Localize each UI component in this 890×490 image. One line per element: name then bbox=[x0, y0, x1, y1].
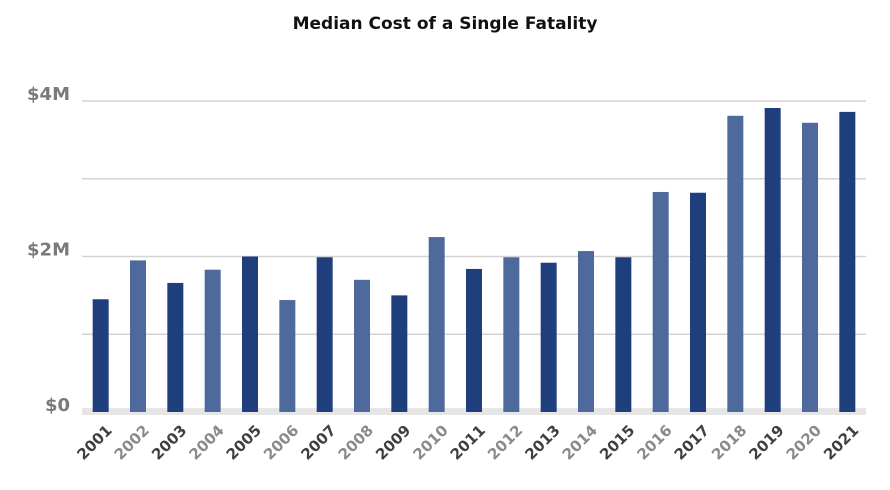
bar bbox=[130, 260, 146, 412]
bar bbox=[428, 237, 445, 412]
chart-title: Median Cost of a Single Fatality bbox=[293, 14, 598, 34]
x-tick-label: 2004 bbox=[185, 421, 227, 463]
x-tick-label: 2012 bbox=[484, 421, 526, 463]
bar bbox=[316, 257, 333, 412]
bar bbox=[615, 257, 632, 412]
x-tick-label: 2006 bbox=[260, 421, 302, 463]
bar bbox=[391, 295, 408, 412]
x-tick-label: 2010 bbox=[409, 421, 451, 463]
bar bbox=[466, 268, 482, 412]
bar bbox=[204, 269, 221, 412]
bar bbox=[652, 191, 669, 412]
bar bbox=[802, 122, 818, 413]
y-tick-label: $2M bbox=[27, 240, 70, 261]
x-tick-label: 2016 bbox=[633, 421, 675, 463]
x-tick-label: 2008 bbox=[335, 421, 377, 463]
x-tick-label: 2018 bbox=[708, 421, 750, 463]
x-tick-label: 2015 bbox=[596, 421, 638, 463]
bar bbox=[727, 115, 744, 413]
x-tick-label: 2005 bbox=[223, 421, 265, 463]
x-tick-label: 2021 bbox=[820, 421, 862, 463]
x-tick-label: 2007 bbox=[297, 421, 339, 463]
x-tick-label: 2013 bbox=[521, 421, 563, 463]
x-tick-label: 2009 bbox=[372, 421, 414, 463]
x-tick-label: 2014 bbox=[559, 421, 601, 463]
x-tick-label: 2003 bbox=[148, 421, 190, 463]
x-tick-label: 2001 bbox=[73, 421, 115, 463]
y-tick-label: $4M bbox=[27, 84, 70, 105]
bar bbox=[839, 111, 856, 412]
x-tick-label: 2002 bbox=[111, 421, 153, 463]
x-tick-label: 2019 bbox=[745, 421, 787, 463]
bar bbox=[540, 262, 557, 412]
x-tick-label: 2017 bbox=[671, 421, 713, 463]
bar bbox=[690, 192, 706, 412]
x-tick-label: 2011 bbox=[447, 421, 489, 463]
bar bbox=[764, 107, 781, 412]
x-tick-label: 2020 bbox=[783, 421, 825, 463]
bar bbox=[578, 251, 594, 412]
bar bbox=[92, 299, 109, 412]
bar bbox=[167, 282, 184, 412]
bar bbox=[279, 300, 296, 412]
bar bbox=[503, 257, 520, 412]
bar bbox=[354, 279, 370, 412]
y-tick-label: $0 bbox=[45, 395, 70, 416]
bar bbox=[242, 256, 258, 412]
